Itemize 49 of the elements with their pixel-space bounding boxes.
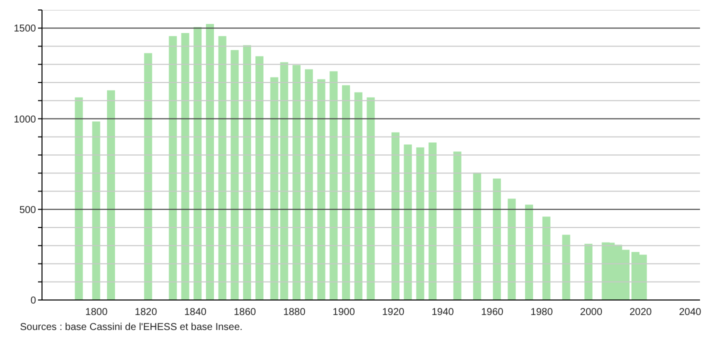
bar	[492, 178, 501, 300]
bar	[144, 53, 152, 300]
bar	[74, 97, 83, 300]
bar	[181, 33, 190, 300]
bar	[391, 132, 400, 300]
x-tick-label: 1920	[382, 307, 405, 318]
source-note: Sources : base Cassini de l'EHESS et base Insee.	[20, 322, 244, 333]
bar	[206, 24, 214, 300]
bar	[194, 27, 202, 300]
bar	[428, 142, 437, 300]
y-tick-label: 500	[19, 204, 36, 216]
bar	[342, 85, 350, 300]
x-tick-label: 1820	[134, 307, 158, 318]
y-tick-label: 1000	[14, 114, 36, 126]
x-tick-label: 2020	[630, 307, 652, 318]
bar	[584, 244, 592, 300]
bar	[107, 90, 116, 300]
x-tick-label: 1880	[283, 307, 306, 318]
bar	[404, 144, 412, 300]
bar	[317, 79, 326, 300]
x-tick-label: 1840	[184, 307, 207, 318]
bar	[354, 92, 362, 300]
bar	[218, 36, 226, 300]
bar	[330, 71, 338, 300]
bar	[542, 216, 550, 300]
bar	[508, 198, 516, 300]
bar	[292, 65, 301, 300]
bar	[525, 204, 534, 300]
bar	[230, 50, 239, 300]
x-tick-label: 1860	[234, 307, 256, 318]
x-tick-label: 1980	[530, 307, 554, 318]
x-tick-label: 1940	[432, 307, 454, 318]
bar	[168, 36, 177, 300]
bar	[562, 234, 570, 300]
x-tick-label: 2040	[678, 307, 702, 318]
bar	[453, 152, 462, 300]
bar	[243, 45, 252, 300]
y-tick-label: 1500	[14, 24, 36, 35]
bar	[416, 147, 424, 300]
bar	[366, 97, 375, 300]
y-tick-label: 0	[30, 296, 36, 307]
bar	[304, 69, 313, 300]
x-tick-label: 2000	[580, 307, 603, 318]
x-tick-label: 1960	[481, 307, 504, 318]
bar	[92, 121, 100, 300]
x-tick-label: 1900	[332, 307, 356, 318]
x-tick-label: 1800	[85, 307, 108, 318]
bar	[473, 172, 482, 300]
bar	[255, 56, 264, 300]
